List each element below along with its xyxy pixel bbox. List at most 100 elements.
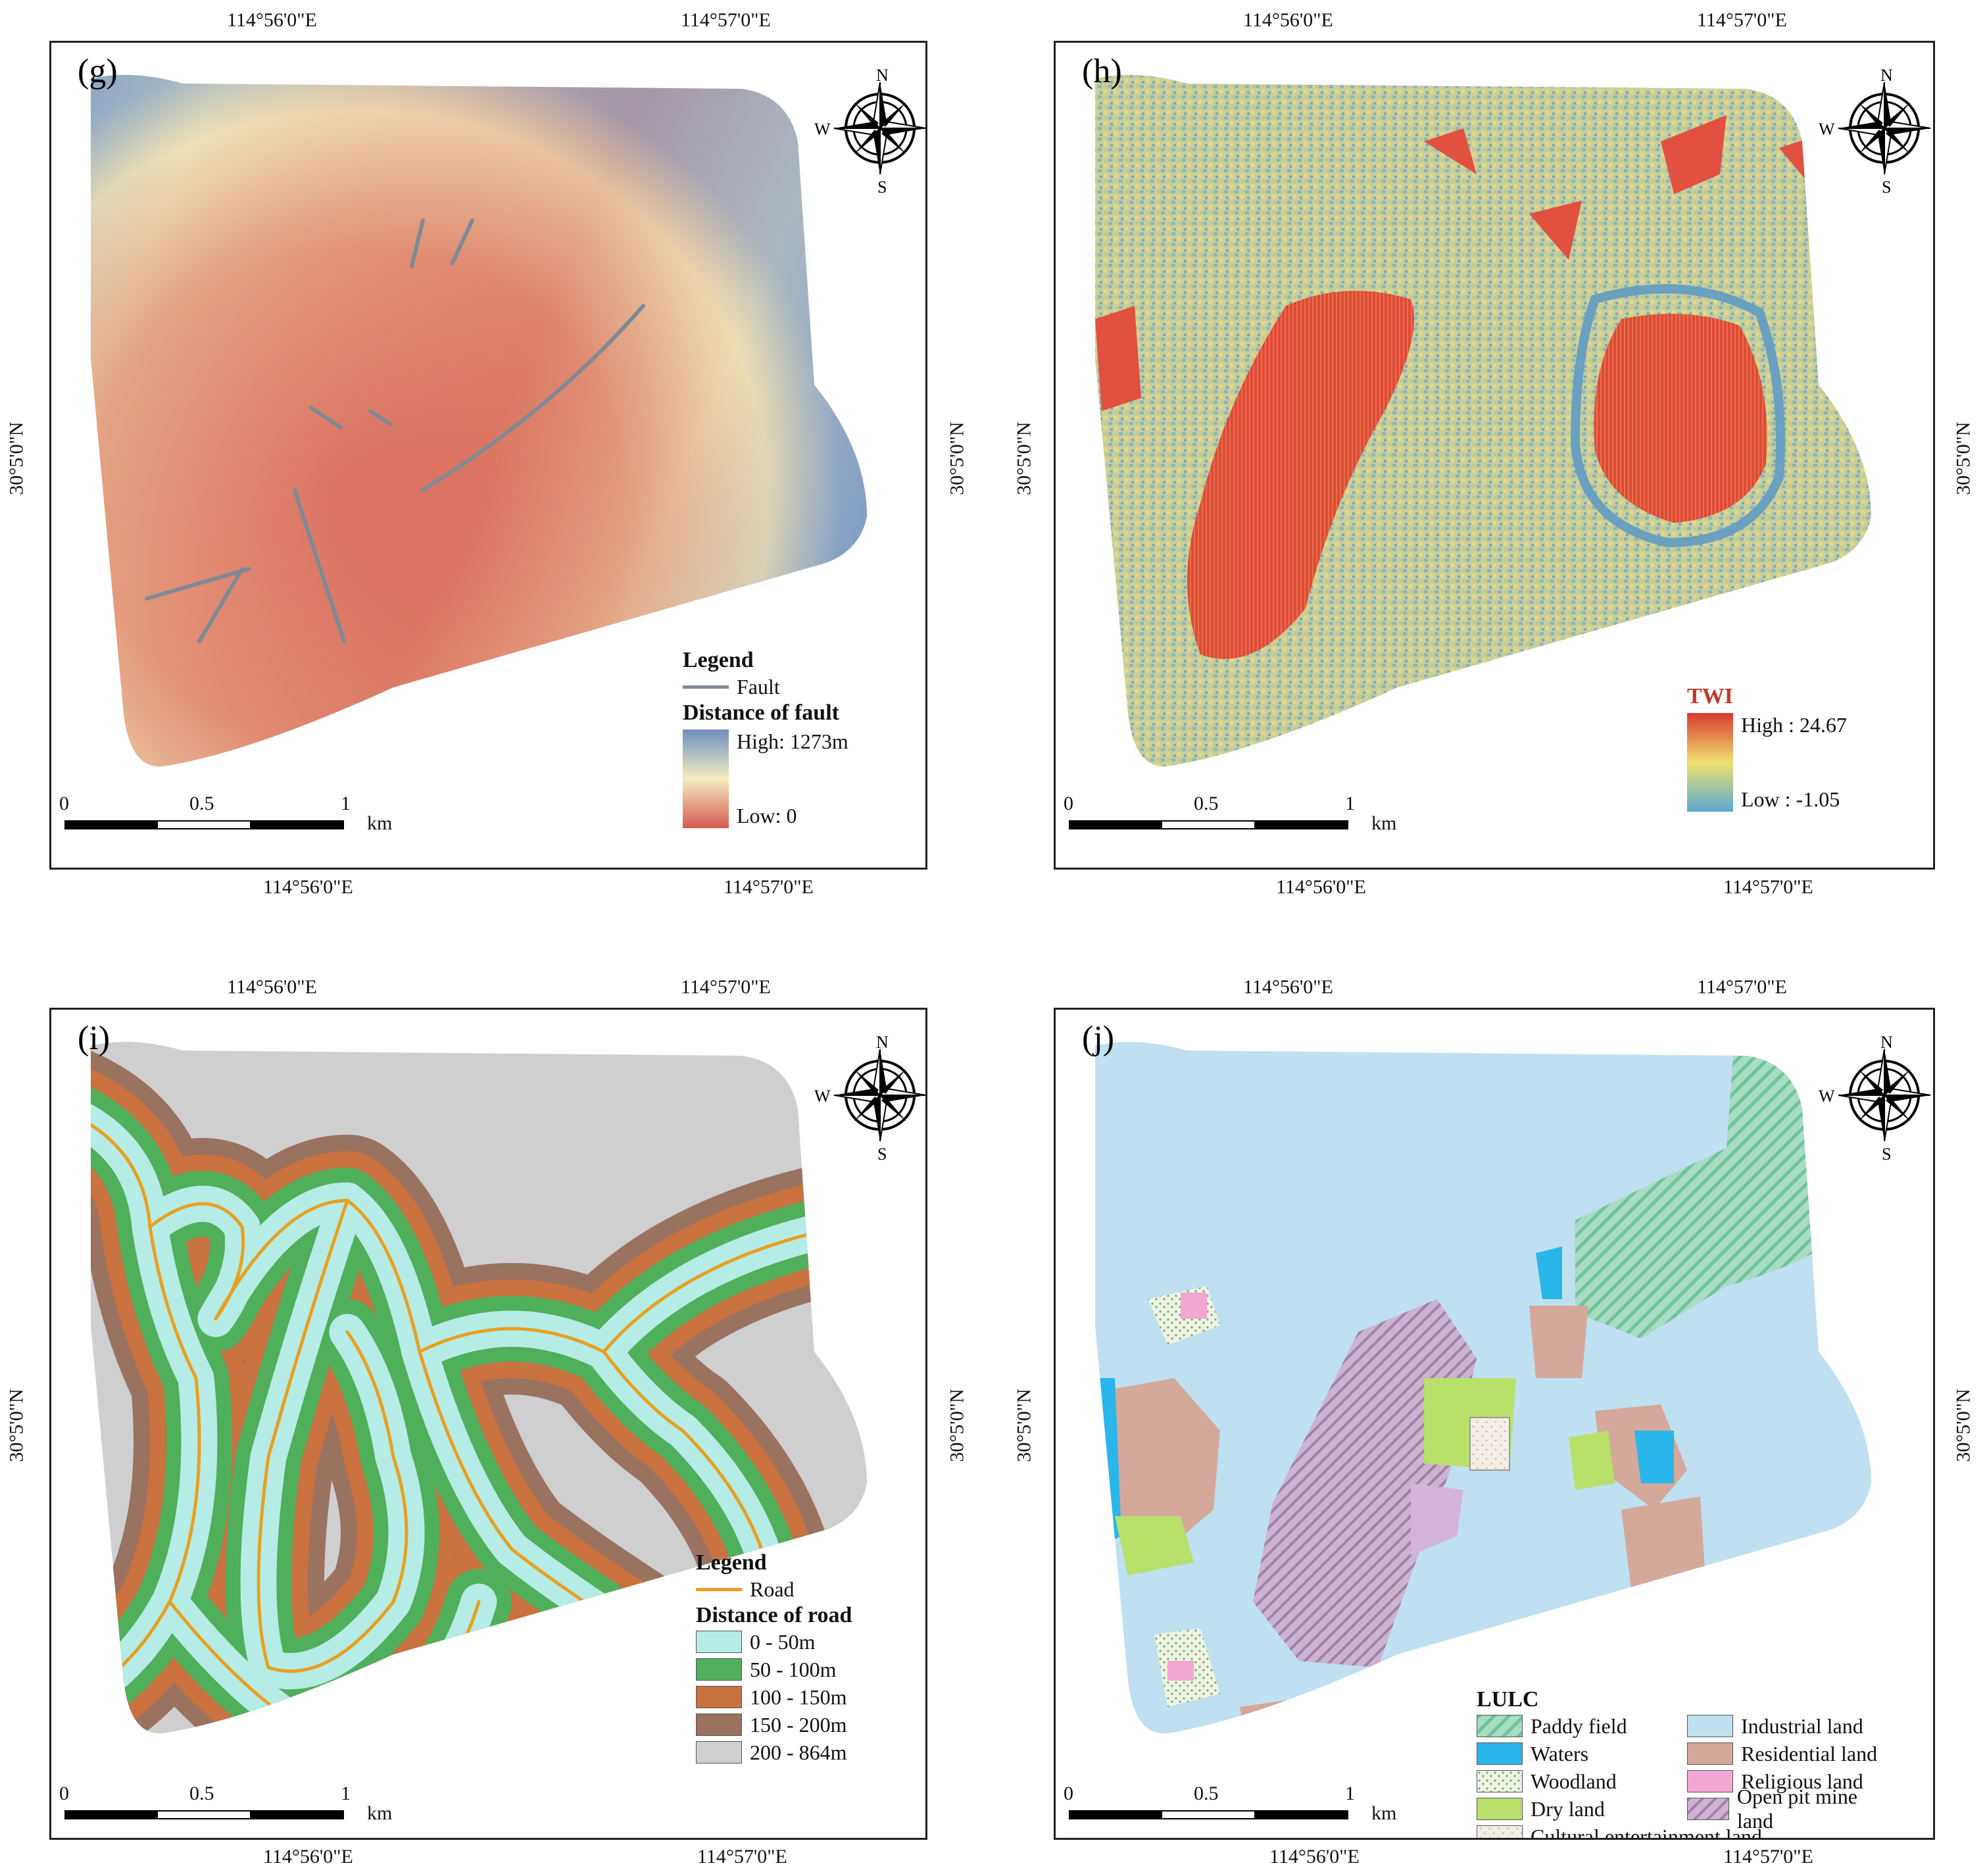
legend-class-label: 50 - 100m	[750, 1657, 837, 1681]
compass-e: E	[1934, 120, 1935, 139]
legend-class-1: 50 - 100m	[696, 1656, 852, 1683]
legend-fault: Fault	[683, 673, 848, 701]
top-lon-right: 114°57'0"E	[1697, 9, 1787, 31]
legend-class-label: Residential land	[1741, 1741, 1878, 1765]
legend: TWI High : 24.67 Low : -1.05	[1687, 684, 1847, 812]
compass-n: N	[1880, 66, 1893, 85]
scale-05: 0.5	[189, 1783, 214, 1804]
lulc-dry-3	[1569, 1431, 1615, 1490]
legend-title: Legend	[696, 1550, 767, 1575]
compass-s: S	[877, 1145, 887, 1164]
scale-05: 0.5	[1194, 793, 1219, 814]
map-frame: (i) N S E W Legend Road Distance of road…	[49, 1008, 927, 1840]
compass-rose: N S E W	[1819, 1033, 1932, 1164]
legend-class-4: Woodland	[1477, 1767, 1674, 1795]
legend-class-label: 150 - 200m	[750, 1712, 847, 1737]
panel-label: (j)	[1082, 1020, 1114, 1057]
legend-class-2: Waters	[1477, 1740, 1674, 1767]
compass-n: N	[876, 66, 889, 85]
top-lon-left: 114°56'0"E	[227, 976, 317, 998]
color-ramp	[1687, 713, 1733, 812]
legend-class-label: 0 - 50m	[750, 1629, 816, 1654]
compass-rose: N S E W	[1819, 66, 1935, 197]
lulc-mine	[1253, 1299, 1477, 1667]
lulc-dry-4	[1345, 1681, 1424, 1714]
lulc-dry-1	[1115, 1516, 1194, 1575]
scale-0: 0	[1064, 793, 1073, 814]
legend: Legend Road Distance of road 0 - 50m 50 …	[696, 1550, 852, 1766]
legend-class-label: 100 - 150m	[750, 1685, 847, 1709]
legend-class-5: Religious land	[1687, 1767, 1884, 1795]
ramp-title: Distance of fault	[683, 701, 839, 725]
bottom-lon-right: 114°57'0"E	[697, 1846, 787, 1867]
legend-class-2: 100 - 150m	[696, 1683, 852, 1711]
ramp-title: TWI	[1687, 684, 1733, 708]
legend-class-1: Industrial land	[1687, 1712, 1884, 1740]
legend-class-3: Residential land	[1687, 1740, 1884, 1767]
legend-class-label: Waters	[1531, 1741, 1589, 1765]
lulc-residential-1	[1102, 1378, 1220, 1549]
bottom-lon-right: 114°57'0"E	[724, 876, 814, 898]
fault-lines	[145, 218, 645, 643]
scale-bar: 0 0.5 1 km	[1064, 793, 1411, 839]
panel-h: 114°56'0"E 114°57'0"E 114°56'0"E 114°57'…	[993, 0, 1987, 908]
legend-class-0: 0 - 50m	[696, 1628, 852, 1656]
compass-rose: N S E W	[814, 1033, 925, 1164]
compass-w: W	[814, 1087, 831, 1106]
ramp-low: Low: 0	[737, 804, 797, 827]
scale-1: 1	[341, 793, 351, 814]
bottom-lon-left: 114°56'0"E	[263, 876, 353, 898]
lulc-religious-1	[1181, 1293, 1207, 1319]
scale-05: 0.5	[189, 793, 214, 814]
lulc-waters-2	[1536, 1247, 1562, 1299]
panel-i: 114°56'0"E 114°57'0"E 114°56'0"E 114°57'…	[0, 967, 987, 1876]
bottom-lon-left: 114°56'0"E	[1269, 1846, 1360, 1867]
legend-fault-label: Fault	[737, 674, 780, 699]
bottom-lon-right: 114°57'0"E	[1723, 1846, 1813, 1867]
lulc-residential-4	[1621, 1496, 1707, 1615]
legend-title: Legend	[683, 648, 754, 672]
compass-w: W	[1819, 1087, 1835, 1106]
legend-class-label: Paddy field	[1531, 1714, 1627, 1738]
legend-class-3: 150 - 200m	[696, 1711, 852, 1739]
top-lon-left: 114°56'0"E	[227, 9, 317, 31]
ramp-low: Low : -1.05	[1741, 787, 1840, 811]
lulc-residential-2	[1529, 1306, 1588, 1378]
road-distance-map: (i) N S E W	[78, 1020, 925, 1734]
legend-class-label: Dry land	[1531, 1796, 1605, 1821]
lat-left: 30°5'0"N	[5, 422, 28, 495]
ramp-high: High: 1273m	[737, 729, 848, 753]
compass-s: S	[1882, 178, 1891, 197]
legend-class-label: Cultural entertainment land	[1531, 1824, 1762, 1840]
scale-05: 0.5	[1194, 1783, 1219, 1804]
top-lon-right: 114°57'0"E	[681, 976, 771, 998]
scale-1: 1	[1345, 793, 1355, 814]
twi-map: (h) N S E W	[1082, 53, 1935, 767]
map-frame: (j) N S E W LULC Paddy field Industrial …	[1054, 1008, 1935, 1840]
lat-right: 30°5'0"N	[1952, 1389, 1975, 1462]
scale-bar: 0 0.5 1 km	[59, 793, 406, 839]
lat-right: 30°5'0"N	[946, 422, 968, 495]
scale-unit: km	[367, 1802, 393, 1824]
bottom-lon-left: 114°56'0"E	[1276, 876, 1366, 898]
compass-s: S	[1882, 1145, 1891, 1164]
panel-label: (g)	[78, 53, 118, 90]
panel-j: 114°56'0"E 114°57'0"E 114°56'0"E 114°57'…	[993, 967, 1987, 1876]
color-ramp	[683, 729, 729, 828]
compass-s: S	[877, 178, 887, 197]
legend-road: Road	[696, 1575, 852, 1603]
scale-0: 0	[59, 793, 69, 814]
class-title: Distance of road	[696, 1603, 852, 1627]
twi-high-zone-1	[1187, 291, 1414, 659]
legend-class-label: 200 - 864m	[750, 1740, 847, 1764]
legend-class-label: Woodland	[1531, 1769, 1617, 1793]
scale-0: 0	[59, 1783, 69, 1804]
legend-class-label: Open pit mine land	[1736, 1785, 1857, 1833]
compass-n: N	[1880, 1033, 1893, 1052]
lulc-map: (j) N S E W	[1082, 1020, 1932, 1734]
compass-w: W	[1819, 120, 1835, 139]
scale-1: 1	[1345, 1783, 1355, 1804]
map-frame: (h) N S E W TWI High : 24.67 Low : -1.05…	[1054, 41, 1935, 870]
top-lon-left: 114°56'0"E	[1243, 976, 1333, 998]
legend-class-6: Dry land	[1477, 1795, 1674, 1823]
